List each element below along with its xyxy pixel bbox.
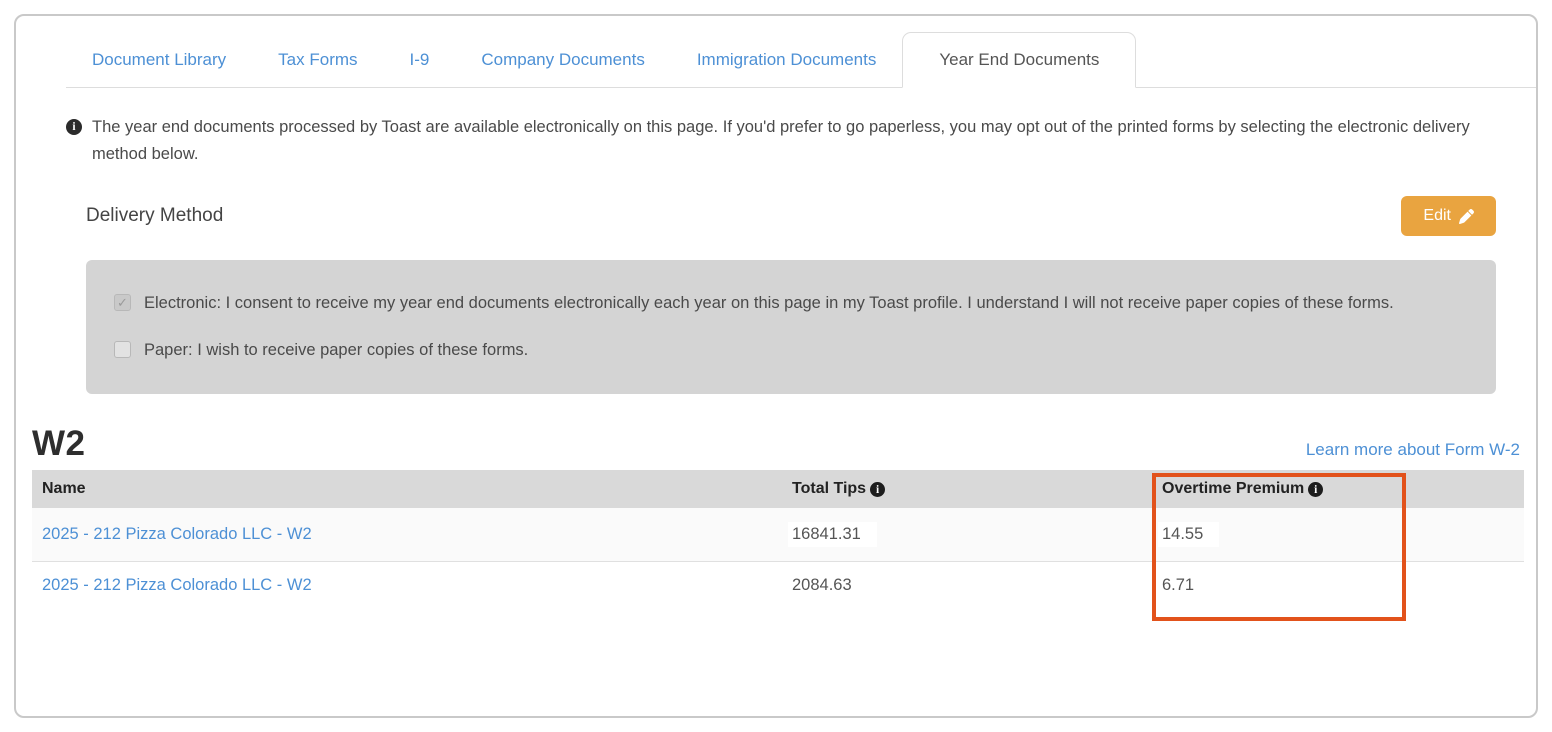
w2-table-row: 2025 - 212 Pizza Colorado LLC - W2 16841… — [32, 507, 1524, 562]
electronic-option: ✓ Electronic: I consent to receive my ye… — [114, 290, 1466, 317]
total-tips-value: 2084.63 — [782, 560, 1152, 609]
tab-year-end-documents[interactable]: Year End Documents — [902, 32, 1137, 88]
w2-table: Name Total Tips i Overtime Premium i 2025 … — [32, 469, 1524, 609]
overtime-premium-value: 6.71 — [1152, 560, 1524, 609]
edit-button[interactable]: Edit — [1401, 196, 1496, 237]
w2-table-container: Name Total Tips i Overtime Premium i 2025 … — [32, 469, 1524, 621]
info-note-text: The year end documents processed by Toas… — [92, 118, 1470, 164]
tab-company-documents[interactable]: Company Documents — [481, 50, 645, 69]
electronic-checkbox[interactable]: ✓ — [114, 294, 131, 312]
tab-document-library[interactable]: Document Library — [92, 50, 227, 69]
tab-tax-forms[interactable]: Tax Forms — [278, 50, 358, 69]
pencil-icon — [1459, 208, 1474, 224]
edit-button-label: Edit — [1423, 207, 1451, 225]
delivery-method-title: Delivery Method — [86, 205, 224, 227]
paper-option: Paper: I wish to receive paper copies of… — [114, 337, 1466, 364]
overtime-premium-info-icon[interactable]: i — [1308, 482, 1324, 498]
overtime-premium-label: Overtime Premium — [1162, 479, 1305, 497]
total-tips-value-text: 16841.31 — [788, 521, 877, 547]
total-tips-label: Total Tips — [792, 479, 867, 497]
info-icon: i — [66, 119, 82, 135]
column-header-total-tips: Total Tips i — [782, 469, 1152, 508]
w2-title: W2 — [32, 423, 86, 463]
info-note: i The year end documents processed by To… — [66, 114, 1476, 168]
delivery-method-row: Delivery Method Edit — [86, 196, 1496, 237]
column-header-overtime-premium: Overtime Premium i — [1152, 469, 1524, 508]
w2-document-link[interactable]: 2025 - 212 Pizza Colorado LLC - W2 — [32, 560, 782, 609]
tab-i9[interactable]: I-9 — [409, 50, 430, 69]
delivery-consent-box: ✓ Electronic: I consent to receive my ye… — [86, 260, 1496, 394]
column-header-name: Name — [32, 469, 782, 508]
paper-checkbox[interactable] — [114, 340, 131, 358]
document-tabs: Document Library Tax Forms I-9 Company D… — [66, 32, 1536, 88]
w2-table-row: 2025 - 212 Pizza Colorado LLC - W2 2084.… — [32, 560, 1524, 609]
overtime-premium-value: 14.55 — [1152, 507, 1524, 562]
w2-section-header: W2 Learn more about Form W-2 — [32, 424, 1520, 464]
electronic-option-label: Electronic: I consent to receive my year… — [144, 294, 1394, 313]
tab-immigration-documents[interactable]: Immigration Documents — [696, 50, 877, 69]
w2-document-link[interactable]: 2025 - 212 Pizza Colorado LLC - W2 — [32, 507, 782, 562]
total-tips-info-icon[interactable]: i — [870, 482, 886, 498]
total-tips-value: 16841.31 — [782, 507, 1152, 562]
learn-more-form-w2-link[interactable]: Learn more about Form W-2 — [1305, 439, 1520, 459]
paper-option-label: Paper: I wish to receive paper copies of… — [144, 340, 529, 359]
w2-table-header-row: Name Total Tips i Overtime Premium i — [32, 469, 1524, 508]
overtime-premium-value-text: 14.55 — [1158, 521, 1220, 547]
year-end-documents-panel: Document Library Tax Forms I-9 Company D… — [14, 14, 1538, 718]
